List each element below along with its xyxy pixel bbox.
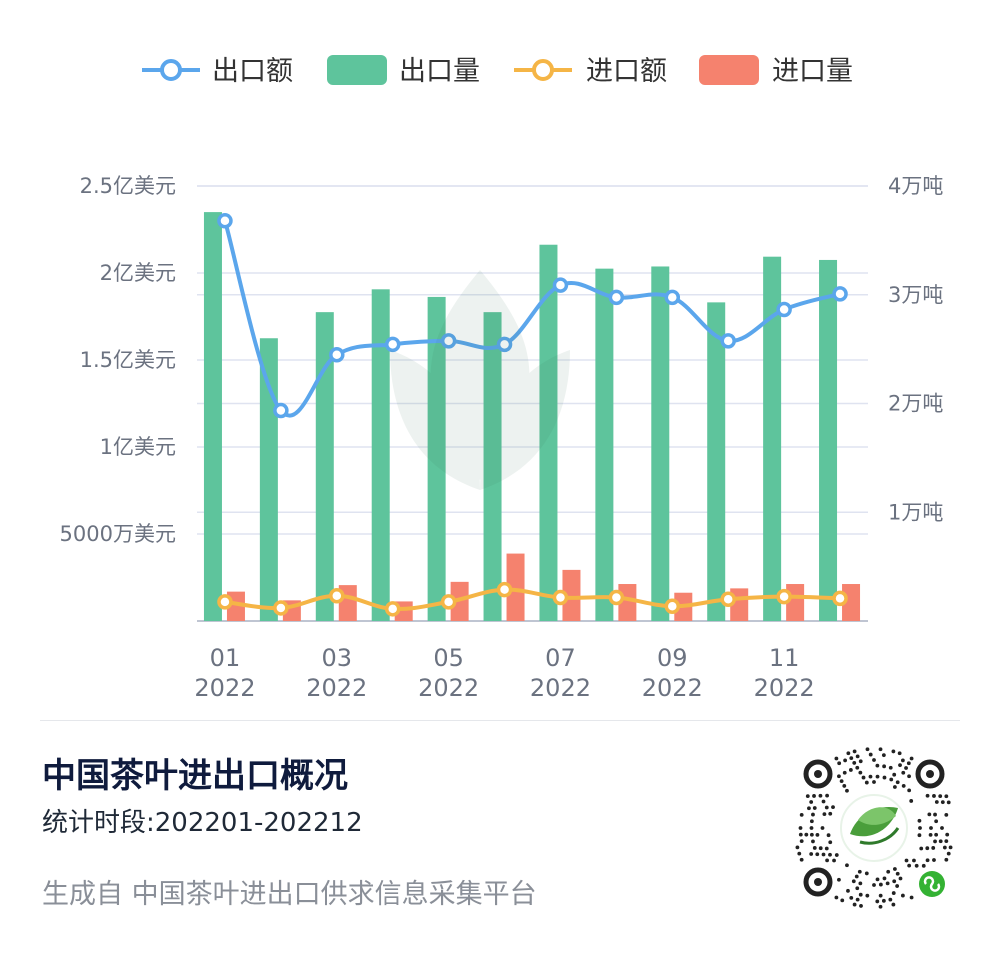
x-tick-year: 2022: [754, 674, 815, 700]
point-import-value[interactable]: [496, 581, 513, 598]
point-export-value[interactable]: [496, 336, 513, 353]
footer-source: 生成自 中国茶叶进出口供求信息采集平台: [42, 879, 537, 910]
left-tick-label: 5000万美元: [60, 522, 176, 546]
point-import-value[interactable]: [217, 594, 233, 610]
point-import-value[interactable]: [384, 601, 401, 617]
x-tick-month: 11: [769, 644, 800, 672]
right-axis: 1万吨 2万吨 3万吨 4万吨: [888, 174, 943, 524]
footer-title: 中国茶叶进出口概况: [42, 756, 348, 796]
footer-period: 统计时段:202201-202212: [42, 808, 363, 838]
right-tick-label: 1万吨: [888, 500, 943, 524]
bar-import-volume[interactable]: [842, 584, 861, 621]
x-tick-month: 01: [210, 644, 241, 672]
x-tick-year: 2022: [306, 674, 367, 700]
x-tick-month: 03: [322, 644, 353, 672]
qr-finder: [803, 759, 833, 789]
legend-label-import-value: 进口额: [586, 56, 667, 87]
point-export-value[interactable]: [273, 402, 289, 419]
right-tick-label: 2万吨: [888, 392, 943, 416]
point-import-value[interactable]: [440, 594, 457, 610]
legend-item-export-value[interactable]: 出口额: [142, 56, 293, 87]
point-export-value[interactable]: [776, 301, 792, 318]
point-import-value[interactable]: [832, 590, 848, 607]
point-export-value[interactable]: [552, 277, 569, 293]
point-import-value[interactable]: [720, 591, 736, 607]
right-tick-label: 3万吨: [888, 283, 943, 307]
bar-import-volume[interactable]: [506, 553, 525, 621]
bar-export-volume[interactable]: [539, 244, 558, 621]
point-import-value[interactable]: [329, 588, 345, 604]
point-export-value[interactable]: [440, 333, 457, 349]
bar-export-volume[interactable]: [371, 289, 390, 621]
point-export-value[interactable]: [720, 333, 736, 349]
bar-import-volume[interactable]: [618, 584, 637, 621]
bar-export-volume[interactable]: [763, 256, 782, 621]
legend-item-export-volume[interactable]: 出口量: [327, 55, 480, 87]
point-export-value[interactable]: [217, 213, 233, 229]
chart: 出口额 出口量 进口额 进口量 5000万美元 1亿美元 1.5亿美元 2亿美元 2.5…: [60, 55, 943, 700]
point-export-value[interactable]: [384, 336, 401, 353]
qr-finder: [803, 867, 833, 897]
left-tick-label: 2亿美元: [100, 261, 176, 285]
legend-item-import-volume[interactable]: 进口量: [699, 55, 853, 87]
left-axis: 5000万美元 1亿美元 1.5亿美元 2亿美元 2.5亿美元: [60, 174, 176, 546]
x-tick-year: 2022: [194, 674, 255, 700]
point-export-value[interactable]: [832, 286, 848, 302]
qr-pattern: [795, 747, 953, 909]
bar-export-volume[interactable]: [483, 312, 502, 621]
point-import-value[interactable]: [273, 600, 289, 616]
x-tick-year: 2022: [418, 674, 479, 700]
legend-label-import-volume: 进口量: [772, 56, 853, 87]
qr-code[interactable]: [788, 742, 960, 914]
legend-item-import-value[interactable]: 进口额: [514, 56, 667, 87]
point-import-value[interactable]: [664, 598, 681, 614]
bar-export-volume[interactable]: [651, 266, 670, 621]
legend-label-export-volume: 出口量: [399, 56, 480, 87]
legend[interactable]: 出口额 出口量 进口额 进口量: [142, 55, 853, 87]
x-tick-month: 07: [545, 644, 576, 672]
lines: [217, 213, 848, 617]
bar-export-volume[interactable]: [707, 302, 726, 621]
bar-export-volume[interactable]: [595, 268, 614, 621]
grid: [197, 185, 868, 622]
point-import-value[interactable]: [776, 588, 792, 605]
point-export-value[interactable]: [664, 289, 681, 306]
point-import-value[interactable]: [608, 589, 625, 606]
x-tick-month: 05: [433, 644, 464, 672]
left-tick-label: 1亿美元: [100, 435, 176, 459]
bar-export-volume[interactable]: [819, 259, 838, 621]
right-tick-label: 4万吨: [888, 174, 943, 198]
left-tick-label: 1.5亿美元: [80, 348, 176, 372]
x-tick-year: 2022: [642, 674, 703, 700]
legend-label-export-value: 出口额: [212, 56, 293, 87]
x-tick-year: 2022: [530, 674, 591, 700]
qr-finder: [915, 759, 945, 789]
bar-export-volume[interactable]: [427, 296, 446, 621]
x-tick-month: 09: [657, 644, 688, 672]
bars: [203, 212, 861, 621]
point-import-value[interactable]: [552, 589, 569, 606]
watermark-logo: [390, 270, 570, 490]
left-tick-label: 2.5亿美元: [80, 174, 176, 198]
bar-import-volume[interactable]: [562, 569, 581, 621]
divider: [40, 720, 960, 721]
bar-export-volume[interactable]: [203, 212, 222, 621]
point-export-value[interactable]: [608, 289, 625, 306]
point-export-value[interactable]: [329, 347, 345, 363]
bar-export-volume[interactable]: [315, 312, 334, 621]
